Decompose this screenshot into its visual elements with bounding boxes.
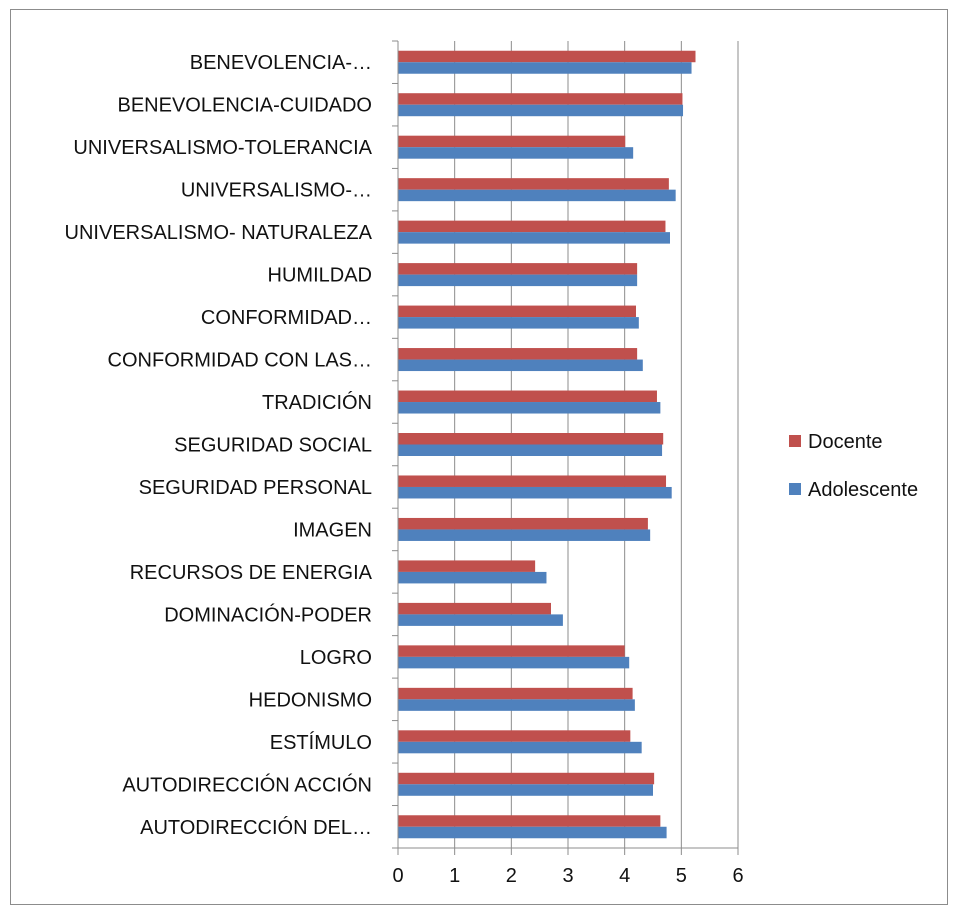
category-label-7: CONFORMIDAD CON LAS… — [108, 350, 372, 372]
bar-docente-3 — [398, 178, 669, 190]
bar-adolescente-6 — [398, 317, 639, 329]
bar-adolescente-5 — [398, 274, 638, 287]
bar-docente-7 — [398, 348, 638, 360]
category-label-0: BENEVOLENCIA-… — [190, 52, 372, 74]
bar-adolescente-16 — [398, 741, 642, 754]
category-label-2: UNIVERSALISMO-TOLERANCIA — [73, 137, 372, 159]
bar-adolescente-13 — [398, 614, 563, 626]
bar-adolescente-18 — [398, 826, 667, 839]
bar-adolescente-3 — [398, 189, 676, 202]
bar-docente-17 — [398, 772, 655, 785]
bar-docente-2 — [398, 135, 626, 148]
axis-layer — [392, 40, 739, 855]
x-tick-label-3: 3 — [562, 865, 573, 887]
bar-docente-18 — [398, 815, 661, 827]
bar-adolescente-7 — [398, 359, 643, 372]
bar-docente-16 — [398, 730, 631, 742]
category-label-17: AUTODIRECCIÓN ACCIÓN — [122, 773, 372, 796]
bar-adolescente-17 — [398, 784, 653, 796]
category-label-5: HUMILDAD — [268, 265, 372, 287]
category-label-14: LOGRO — [300, 647, 372, 669]
grid-layer — [454, 41, 739, 848]
x-tick-label-6: 6 — [732, 865, 743, 887]
legend-label-docente: Docente — [808, 431, 883, 453]
bar-adolescente-11 — [398, 529, 651, 541]
legend-swatch-adolescente — [789, 483, 801, 495]
bar-docente-14 — [398, 645, 625, 657]
bar-adolescente-9 — [398, 444, 663, 456]
x-tick-label-5: 5 — [676, 865, 687, 887]
bar-docente-5 — [398, 263, 638, 275]
bar-docente-1 — [398, 93, 683, 105]
bar-docente-12 — [398, 560, 536, 572]
legend: Docente Adolescente — [789, 431, 918, 501]
legend-swatch-docente — [789, 435, 801, 447]
x-tick-label-4: 4 — [619, 865, 630, 887]
x-tick-label-1: 1 — [449, 865, 460, 887]
category-label-1: BENEVOLENCIA-CUIDADO — [118, 95, 373, 117]
x-tick-label-2: 2 — [506, 865, 517, 887]
category-label-6: CONFORMIDAD… — [201, 307, 372, 329]
bar-adolescente-12 — [398, 571, 547, 584]
category-label-12: RECURSOS DE ENERGIA — [130, 562, 373, 584]
bar-docente-13 — [398, 602, 551, 615]
category-label-11: IMAGEN — [293, 519, 372, 541]
category-label-10: SEGURIDAD PERSONAL — [139, 477, 372, 499]
bar-adolescente-2 — [398, 147, 634, 159]
bar-docente-8 — [398, 390, 657, 403]
bar-docente-10 — [398, 475, 667, 487]
category-label-8: TRADICIÓN — [262, 391, 372, 414]
category-label-16: ESTÍMULO — [270, 731, 372, 754]
bar-adolescente-8 — [398, 402, 661, 414]
bar-adolescente-15 — [398, 699, 635, 711]
bar-adolescente-14 — [398, 656, 630, 669]
category-label-13: DOMINACIÓN-PODER — [164, 603, 372, 626]
category-label-3: UNIVERSALISMO-… — [181, 180, 372, 202]
legend-label-adolescente: Adolescente — [808, 479, 918, 501]
bar-docente-11 — [398, 517, 648, 530]
bar-adolescente-4 — [398, 232, 670, 244]
bar-docente-6 — [398, 305, 636, 318]
category-label-15: HEDONISMO — [249, 689, 372, 711]
bar-docente-9 — [398, 433, 664, 445]
bar-docente-4 — [398, 220, 666, 233]
x-tick-label-0: 0 — [392, 865, 403, 887]
bar-docente-15 — [398, 687, 633, 700]
bar-adolescente-1 — [398, 104, 684, 117]
bars-layer — [398, 50, 696, 839]
bar-adolescente-10 — [398, 486, 672, 499]
bar-adolescente-0 — [398, 62, 692, 74]
bar-docente-0 — [398, 50, 696, 63]
category-label-4: UNIVERSALISMO- NATURALEZA — [65, 222, 373, 244]
category-label-9: SEGURIDAD SOCIAL — [174, 435, 372, 457]
labels-layer: 0 1 2 3 4 5 6 BENEVOLENCIA-… BENEVOLENCIA-CUIDAD… — [65, 52, 744, 887]
category-label-18: AUTODIRECCIÓN DEL… — [140, 816, 372, 839]
